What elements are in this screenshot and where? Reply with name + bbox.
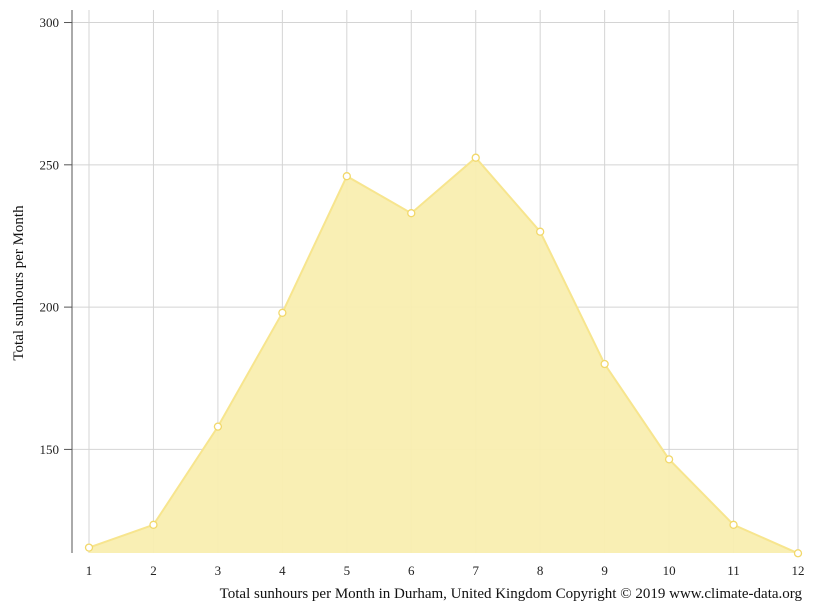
- x-tick-labels: 1 2 3 4 5 6 7 8 9 10 11 12: [86, 563, 805, 578]
- data-point: [342, 172, 351, 181]
- x-tick-label: 2: [150, 563, 157, 578]
- x-tick-label: 12: [792, 563, 805, 578]
- y-tick-label: 300: [40, 15, 60, 30]
- y-tick-label: 200: [40, 300, 60, 315]
- series-fill: [89, 157, 798, 554]
- data-point: [471, 153, 480, 162]
- x-tick-label: 8: [537, 563, 544, 578]
- data-point: [149, 520, 158, 529]
- x-tick-label: 1: [86, 563, 93, 578]
- data-points: [84, 153, 803, 558]
- data-point: [536, 227, 545, 236]
- data-point: [793, 549, 803, 558]
- axes: [64, 10, 73, 553]
- y-tick-label: 150: [40, 442, 60, 457]
- x-tick-label: 6: [408, 563, 415, 578]
- x-tick-label: 5: [344, 563, 351, 578]
- x-tick-label: 11: [727, 563, 740, 578]
- data-point: [407, 209, 416, 218]
- x-tick-label: 3: [215, 563, 222, 578]
- data-point: [84, 543, 94, 552]
- y-tick-label: 250: [40, 157, 60, 172]
- x-tick-label: 10: [663, 563, 676, 578]
- data-point: [600, 359, 609, 369]
- series-area: [88, 156, 799, 555]
- x-axis-title: Total sunhours per Month in Durham, Unit…: [220, 586, 803, 602]
- x-tick-label: 4: [279, 563, 286, 578]
- series-line: [88, 156, 799, 555]
- data-point: [278, 308, 287, 317]
- data-point: [729, 520, 738, 529]
- x-tick-label: 9: [601, 563, 608, 578]
- x-tick-label: 7: [472, 563, 479, 578]
- data-point: [664, 455, 674, 464]
- y-tick-labels: 150 200 250 300: [40, 15, 60, 457]
- y-axis-title: Total sunhours per Month: [11, 205, 27, 361]
- data-point: [213, 422, 223, 431]
